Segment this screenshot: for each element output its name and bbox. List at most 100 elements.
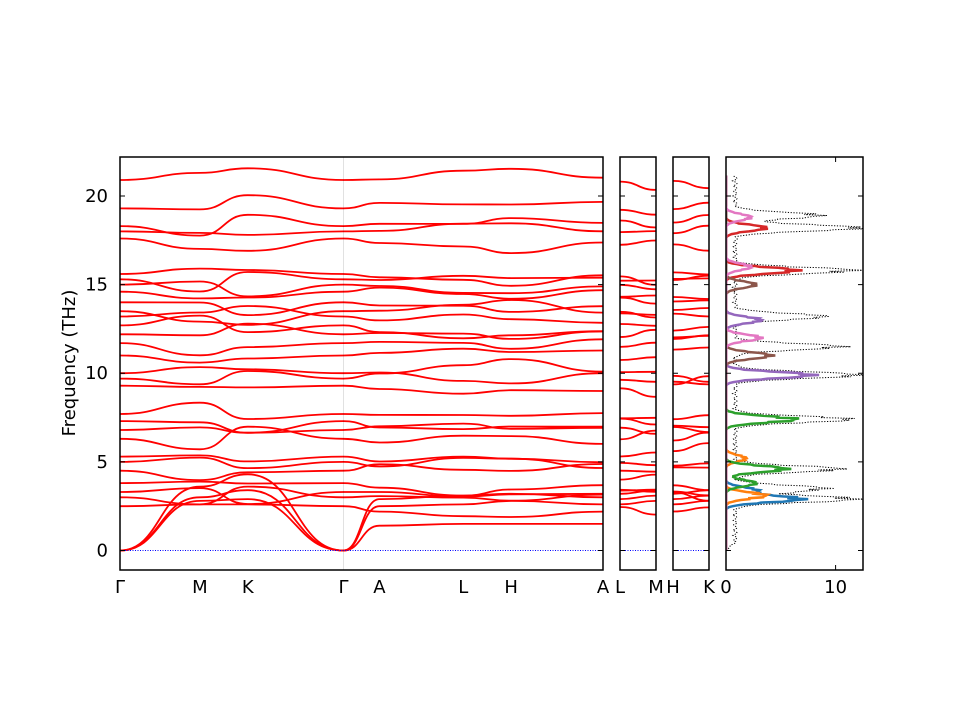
band-line [343,456,604,469]
band-line [619,451,657,458]
band-line [343,338,604,350]
band-line [343,412,604,417]
band-line [619,323,657,327]
band-line [672,375,710,386]
band-line [619,429,657,441]
band-line [343,371,604,385]
dos-curves [726,175,863,551]
x-tick-label: M [648,577,664,598]
dos-projected-line [726,175,776,551]
band-line [119,305,344,318]
y-tick-label: 10 [85,363,108,384]
band-line [672,299,710,303]
band-lines [672,180,710,513]
band-line [119,401,344,420]
band-line [619,230,657,233]
dos-panel: 0 10 [720,156,864,598]
band-line [343,330,604,340]
band-line [619,426,657,435]
band-line [672,500,710,506]
x-tick-label: K [242,577,255,598]
band-line [672,335,710,339]
band-line [119,342,344,357]
band-line [343,505,604,518]
band-line [119,301,344,317]
band-line [619,506,657,516]
band-line [119,354,344,364]
band-line [672,506,710,513]
x-tick-label: 10 [824,577,847,598]
band-line [119,503,344,508]
band-line [119,267,344,275]
band-line [343,358,604,380]
y-tick-label: 20 [85,186,108,207]
y-tick-label: 15 [85,275,108,296]
x-tick-label: H [504,577,518,598]
panel-frame [119,156,604,571]
band-line [119,310,344,326]
band-line [343,274,604,281]
x-tick-label: L [458,577,468,598]
band-line [619,208,657,216]
band-line [672,491,710,502]
band-line [672,431,710,442]
y-axis-label: Frequency (THz) [59,290,80,437]
band-line [119,271,344,293]
band-line [119,167,344,181]
band-line [343,273,604,287]
band-line [343,313,604,324]
band-line [672,426,710,433]
x-tick-label: A [373,577,386,598]
panel-frame [619,156,657,571]
band-line [619,312,657,316]
band-line [619,417,657,426]
band-line [619,328,657,338]
band-line [343,324,604,340]
band-line [619,416,657,420]
x-tick-label: L [615,577,625,598]
band-line [119,426,344,434]
band-line [119,473,344,552]
panel-frame [725,156,864,571]
band-line [672,326,710,332]
band-line [619,469,657,473]
band-line [672,312,710,318]
band-line [619,500,657,506]
band-line [672,277,710,280]
band-line [672,307,710,311]
x-tick-label: Γ [339,577,349,598]
band-line [119,420,344,434]
band-line [672,224,710,235]
band-lines [619,180,657,516]
band-line [119,366,344,375]
band-lines [119,167,604,552]
band-line [343,217,604,227]
band-line [619,488,657,493]
x-tick-label: M [192,577,208,598]
band-line [343,455,604,464]
band-line [672,271,710,276]
band-line [119,314,344,334]
band-line [119,425,344,451]
band-line [343,491,604,498]
band-line [119,194,344,211]
band-line [119,280,344,298]
band-line [343,301,604,313]
band-line [343,299,604,314]
x-tick-label: A [597,577,610,598]
band-line [119,487,344,505]
band-line [619,356,657,361]
x-tick-label: H [666,577,680,598]
band-line [343,384,604,395]
band-line [343,201,604,210]
band-line [619,283,657,291]
band-line [672,414,710,421]
band-line [672,490,710,497]
band-line [672,374,710,383]
panel-frame [672,156,710,571]
band-line [119,480,344,485]
band-line [343,499,604,552]
band-line [672,346,710,351]
band-line [672,484,710,491]
